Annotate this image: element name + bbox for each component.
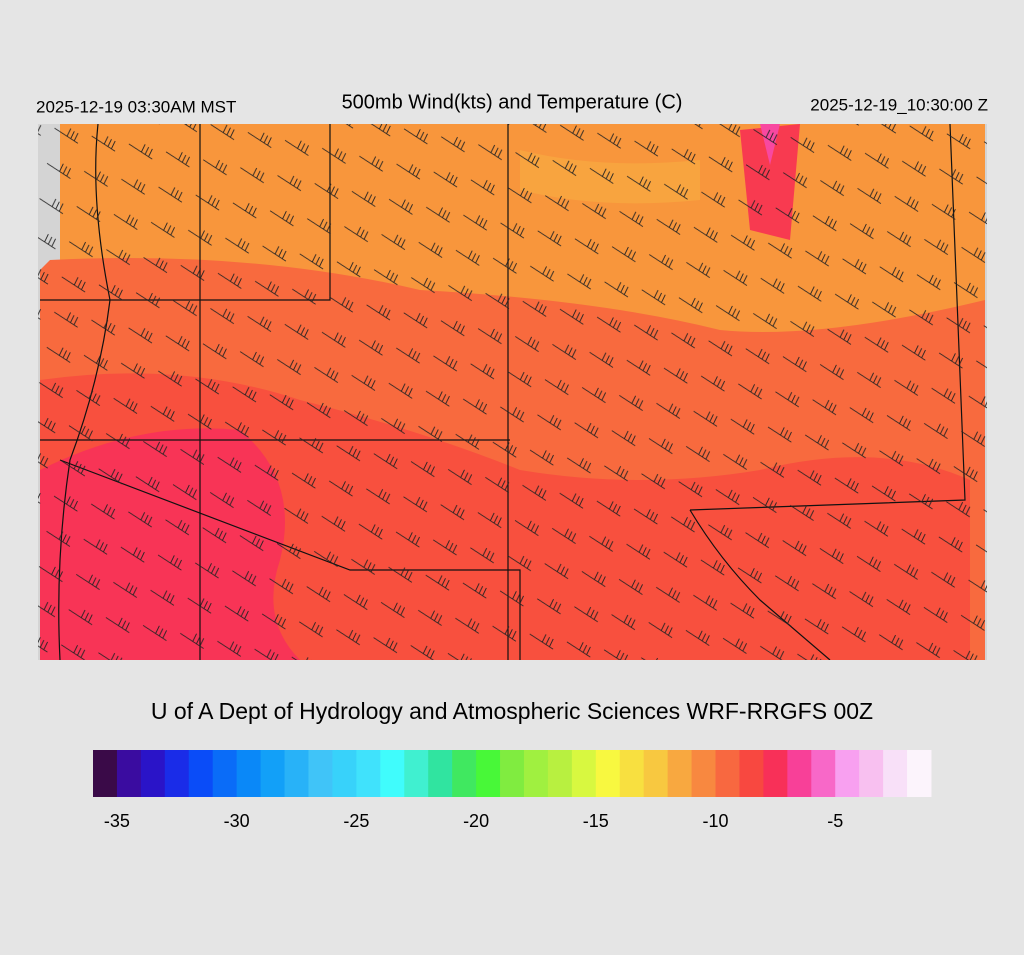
colorbar-tick-label: -15 (583, 811, 609, 831)
colorbar-box (332, 750, 357, 797)
colorbar-tick-label: -10 (703, 811, 729, 831)
map-title: 500mb Wind(kts) and Temperature (C) (342, 91, 683, 113)
colorbar-box (476, 750, 501, 797)
colorbar-box (284, 750, 309, 797)
colorbar-box (308, 750, 333, 797)
colorbar-box (811, 750, 836, 797)
map (38, 124, 987, 660)
colorbar-box (356, 750, 381, 797)
colorbar-tick-label: -5 (827, 811, 843, 831)
colorbar-box (763, 750, 788, 797)
colorbar-box (691, 750, 717, 797)
colorbar-box (667, 750, 693, 797)
colorbar-box (404, 750, 429, 797)
colorbar-box (715, 750, 740, 797)
colorbar-box (739, 750, 764, 797)
colorbar-box (140, 750, 166, 797)
credit: U of A Dept of Hydrology and Atmospheric… (151, 698, 873, 724)
colorbar-box (835, 750, 860, 797)
colorbar-tick-label: -25 (343, 811, 369, 831)
colorbar-box (547, 750, 573, 797)
colorbar-box (500, 750, 525, 797)
colorbar-box (260, 750, 286, 797)
colorbar-box (595, 750, 621, 797)
colorbar-box (787, 750, 812, 797)
colorbar-box (907, 750, 932, 797)
colorbar-box (164, 750, 190, 797)
colorbar-box (93, 750, 118, 797)
colorbar-box (116, 750, 142, 797)
colorbar-box (188, 750, 214, 797)
valid-time-local: 2025-12-19 03:30AM MST (36, 97, 236, 116)
colorbar-box (571, 750, 597, 797)
colorbar-tick-label: -35 (104, 811, 130, 831)
colorbar-box (212, 750, 238, 797)
colorbar-box (236, 750, 262, 797)
colorbar-tick-label: -30 (224, 811, 250, 831)
colorbar-box (883, 750, 908, 797)
colorbar-box (619, 750, 645, 797)
colorbar-box (523, 750, 549, 797)
colorbar-box (428, 750, 453, 797)
colorbar-tick-label: -20 (463, 811, 489, 831)
colorbar-box (452, 750, 477, 797)
colorbar-box (859, 750, 884, 797)
colorbar-box (380, 750, 405, 797)
colorbar: -35 -30 -25 -20 -15 -10 -5 (93, 750, 932, 831)
colorbar-box (643, 750, 669, 797)
valid-time-utc: 2025-12-19_10:30:00 Z (810, 95, 988, 114)
